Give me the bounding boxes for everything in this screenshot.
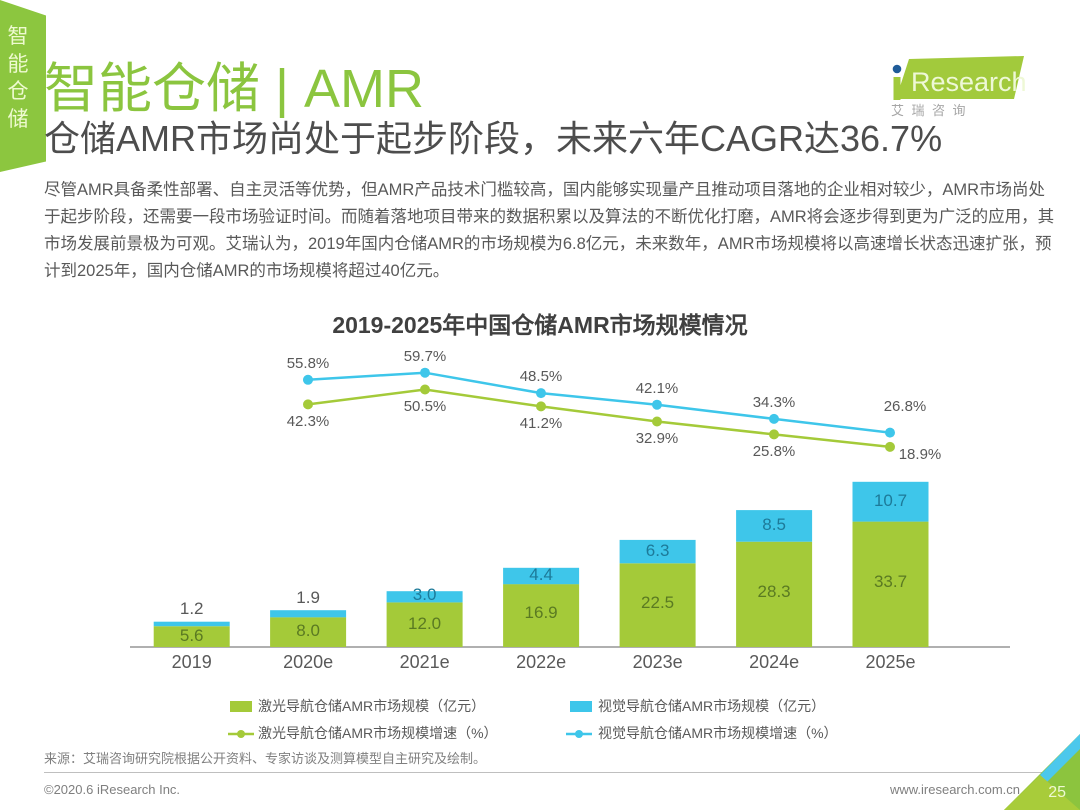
svg-text:8.0: 8.0 <box>296 621 320 640</box>
svg-text:55.8%: 55.8% <box>287 355 330 372</box>
svg-text:41.2%: 41.2% <box>520 415 563 432</box>
svg-text:16.9: 16.9 <box>525 603 558 622</box>
svg-text:8.5: 8.5 <box>762 515 786 534</box>
svg-text:2024e: 2024e <box>749 652 799 672</box>
svg-text:50.5%: 50.5% <box>404 398 447 415</box>
svg-text:2020e: 2020e <box>283 652 333 672</box>
svg-text:激光导航仓储AMR市场规模增速（%）: 激光导航仓储AMR市场规模增速（%） <box>258 725 498 741</box>
svg-text:22.5: 22.5 <box>641 593 674 612</box>
svg-text:2023e: 2023e <box>633 652 683 672</box>
svg-text:26.8%: 26.8% <box>884 398 927 415</box>
svg-text:6.3: 6.3 <box>646 541 670 560</box>
svg-text:2025e: 2025e <box>865 652 915 672</box>
svg-text:42.1%: 42.1% <box>636 380 679 397</box>
svg-text:2021e: 2021e <box>400 652 450 672</box>
svg-text:18.9%: 18.9% <box>899 446 942 463</box>
svg-text:28.3: 28.3 <box>758 582 791 601</box>
svg-text:3.0: 3.0 <box>413 585 437 604</box>
svg-text:视觉导航仓储AMR市场规模增速（%）: 视觉导航仓储AMR市场规模增速（%） <box>598 725 838 741</box>
svg-text:5.6: 5.6 <box>180 626 204 645</box>
svg-text:1.2: 1.2 <box>180 599 204 618</box>
svg-text:33.7: 33.7 <box>874 572 907 591</box>
svg-text:2019: 2019 <box>172 652 212 672</box>
svg-text:2022e: 2022e <box>516 652 566 672</box>
svg-text:激光导航仓储AMR市场规模（亿元）: 激光导航仓储AMR市场规模（亿元） <box>258 698 485 714</box>
svg-text:34.3%: 34.3% <box>753 394 796 411</box>
svg-text:25.8%: 25.8% <box>753 443 796 460</box>
svg-text:1.9: 1.9 <box>296 588 320 607</box>
svg-text:12.0: 12.0 <box>408 614 441 633</box>
svg-text:59.7%: 59.7% <box>404 348 447 365</box>
svg-text:Research: Research <box>911 67 1027 97</box>
svg-text:视觉导航仓储AMR市场规模（亿元）: 视觉导航仓储AMR市场规模（亿元） <box>598 698 825 714</box>
svg-text:4.4: 4.4 <box>529 565 553 584</box>
svg-text:42.3%: 42.3% <box>287 413 330 430</box>
svg-text:32.9%: 32.9% <box>636 430 679 447</box>
svg-text:48.5%: 48.5% <box>520 368 563 385</box>
svg-text:10.7: 10.7 <box>874 491 907 510</box>
